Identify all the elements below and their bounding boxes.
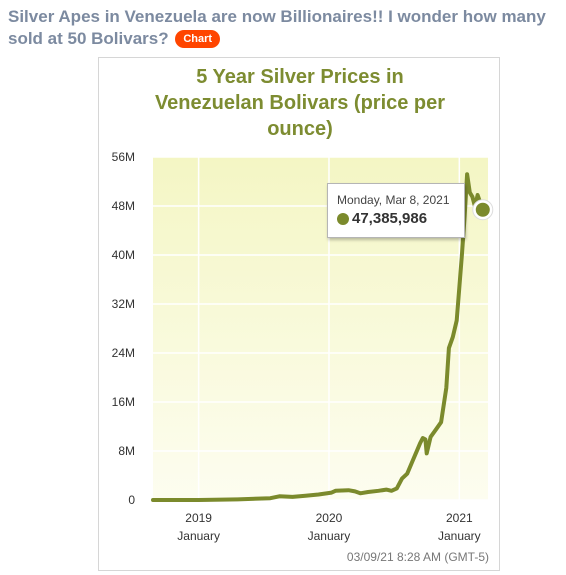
chart-tooltip: Monday, Mar 8, 2021 47,385,986: [327, 183, 465, 238]
y-tick-label: 56M: [112, 150, 135, 164]
chart-title-line-1: 5 Year Silver Prices in: [196, 66, 404, 88]
chart-title: 5 Year Silver Prices in Venezuelan Boliv…: [100, 64, 500, 142]
hover-marker-point: [475, 202, 490, 217]
y-tick-label: 32M: [112, 297, 135, 311]
y-tick-label: 48M: [112, 199, 135, 213]
x-tick-year: 2019: [185, 511, 212, 525]
chart-timestamp: 03/09/21 8:28 AM (GMT-5): [346, 550, 489, 564]
y-tick-label: 8M: [118, 444, 135, 458]
x-tick-year: 2020: [316, 511, 343, 525]
y-tick-label: 40M: [112, 248, 135, 262]
y-tick-label: 24M: [112, 346, 135, 360]
x-tick-month: January: [308, 529, 351, 543]
x-tick-year: 2021: [446, 511, 473, 525]
post-title-text[interactable]: Silver Apes in Venezuela are now Billion…: [8, 7, 546, 48]
tooltip-series-dot: [337, 213, 349, 225]
x-tick-month: January: [438, 529, 481, 543]
chart-flair-badge[interactable]: Chart: [175, 30, 221, 48]
chart-title-line-2: Venezuelan Bolivars (price per: [154, 92, 446, 114]
chart-title-line-3: ounce): [267, 118, 333, 140]
tooltip-value: 47,385,986: [352, 210, 428, 227]
y-tick-label: 16M: [112, 395, 135, 409]
post-title[interactable]: Silver Apes in Venezuela are now Billion…: [8, 6, 560, 50]
y-tick-label: 0: [128, 493, 135, 507]
x-tick-month: January: [177, 529, 220, 543]
tooltip-date: Monday, Mar 8, 2021: [337, 193, 450, 207]
price-line-series: [151, 172, 485, 502]
